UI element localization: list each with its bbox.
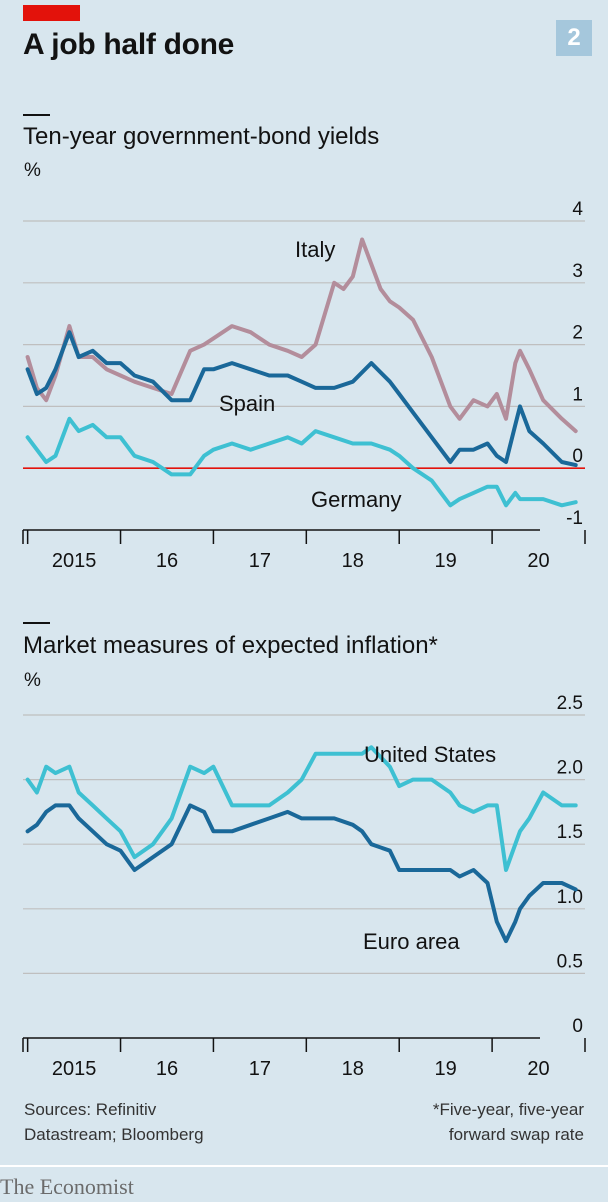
- inflation-chart: 0 0.5 1.0 1.5 2.0 2.5 2015 16 17 18 19 20 United Sta…: [22, 693, 586, 1080]
- yields-y-tick-label: 3: [572, 261, 583, 282]
- yields-line-germany: [25, 416, 578, 508]
- inflation-label-united-states: United States: [364, 742, 496, 767]
- inflation-y-tick-label: 2.0: [557, 758, 583, 779]
- yields-x-tick-label: 19: [435, 550, 457, 572]
- inflation-y-tick-label: 0.5: [557, 951, 583, 972]
- yields-x-tick-label: 16: [156, 550, 178, 572]
- yields-label-germany: Germany: [311, 487, 401, 512]
- chart-number-badge: 2: [556, 20, 592, 56]
- inflation-line-united-states: [25, 745, 578, 872]
- yields-x-tick-label: 18: [342, 550, 364, 572]
- inflation-x-tick-label: 17: [249, 1058, 271, 1080]
- inflation-x-tick-label: 19: [435, 1058, 457, 1080]
- yields-label-italy: Italy: [295, 237, 335, 262]
- yields-x-tick-label: 20: [527, 550, 549, 572]
- economist-logo-text: The Economist: [0, 1174, 134, 1199]
- source-line-1: Sources: Refinitiv: [24, 1100, 157, 1119]
- yields-x-tick-label: 17: [249, 550, 271, 572]
- inflation-x-tick-label: 20: [527, 1058, 549, 1080]
- panel1-unit: %: [24, 160, 41, 181]
- yields-label-spain: Spain: [219, 391, 275, 416]
- inflation-y-tick-label: 2.5: [557, 693, 583, 714]
- inflation-line-euro-area: [25, 803, 578, 944]
- panel1-title: Ten-year government-bond yields: [23, 123, 380, 150]
- yields-line-spain: [25, 330, 578, 468]
- yields-y-tick-label: 4: [572, 199, 583, 220]
- yields-y-tick-label: 2: [572, 323, 583, 344]
- yields-line-italy: [25, 237, 578, 434]
- panel2-unit: %: [24, 670, 41, 691]
- yields-y-tick-label: -1: [566, 508, 583, 529]
- panel2-title: Market measures of expected inflation*: [23, 632, 438, 659]
- inflation-x-tick-label: 2015: [52, 1058, 97, 1080]
- yields-x-tick-label: 2015: [52, 550, 97, 572]
- page-title: A job half done: [23, 28, 235, 61]
- inflation-x-tick-label: 16: [156, 1058, 178, 1080]
- panel1-title-rule: [23, 114, 50, 116]
- inflation-y-tick-label: 1.5: [557, 822, 583, 843]
- footnote-line-1: *Five-year, five-year: [432, 1100, 584, 1119]
- yields-y-tick-label: 0: [572, 446, 583, 467]
- inflation-y-tick-label: 0: [572, 1016, 583, 1037]
- yields-chart: -1 0 1 2 3 4 2015 16 17 18 19 20 Italy Spain Germany: [22, 199, 586, 572]
- footnote: *Five-year, five-year forward swap rate: [433, 1097, 584, 1147]
- source-note: Sources: Refinitiv Datastream; Bloomberg: [24, 1097, 204, 1147]
- inflation-y-tick-label: 1.0: [557, 887, 583, 908]
- source-line-2: Datastream; Bloomberg: [24, 1125, 204, 1144]
- brand-red-tag: [23, 5, 80, 21]
- inflation-label-euro-area: Euro area: [363, 929, 460, 954]
- yields-y-tick-label: 1: [572, 384, 583, 405]
- inflation-x-tick-label: 18: [342, 1058, 364, 1080]
- footer-rule: [0, 1165, 608, 1167]
- footnote-line-2: forward swap rate: [448, 1125, 584, 1144]
- panel2-title-rule: [23, 622, 50, 624]
